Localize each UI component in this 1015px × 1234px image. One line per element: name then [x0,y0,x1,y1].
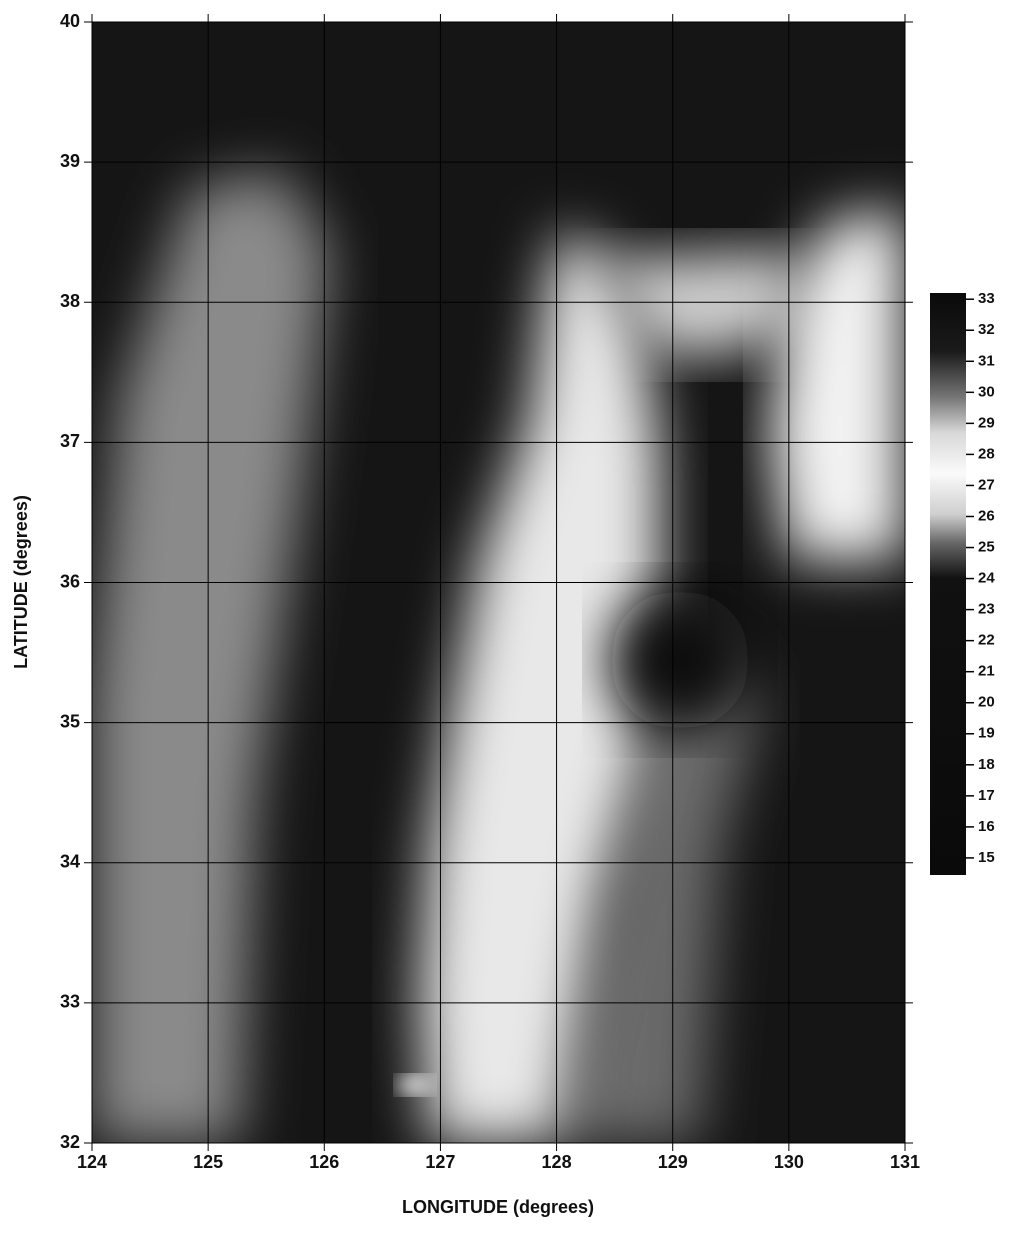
y-tick-label: 32 [60,1132,80,1152]
colorbar-tick-label: 33 [978,290,995,307]
x-tick-label: 131 [890,1152,920,1172]
x-tick-label: 127 [425,1152,455,1172]
y-tick-label: 39 [60,151,80,171]
y-tick-label: 38 [60,291,80,311]
colorbar-tick-label: 24 [978,570,995,587]
colorbar-tick-label: 16 [978,818,995,835]
colorbar-tick-label: 32 [978,321,995,338]
colorbar-tick-label: 15 [978,849,995,866]
colorbar [930,293,966,875]
y-tick-label: 40 [60,11,80,31]
colorbar-tick-label: 30 [978,383,995,400]
colorbar-tick-label: 22 [978,632,995,649]
x-tick-label: 125 [193,1152,223,1172]
colorbar-tick-label: 27 [978,476,995,493]
colorbar-tick-label: 23 [978,601,995,618]
colorbar-tick-label: 21 [978,663,995,680]
colorbar-tick-label: 18 [978,756,995,773]
x-tick-label: 130 [774,1152,804,1172]
y-tick-label: 37 [60,431,80,451]
y-tick-label: 33 [60,992,80,1012]
y-tick-label: 35 [60,711,80,731]
colorbar-tick-label: 29 [978,414,995,431]
chart: LONGITUDE (degrees) LATITUDE (degrees) 1… [0,0,1015,1229]
colorbar-tick-label: 26 [978,507,995,524]
y-tick-label: 34 [60,852,80,872]
x-tick-label: 126 [309,1152,339,1172]
x-tick-label: 129 [658,1152,688,1172]
colorbar-tick-label: 17 [978,787,995,804]
colorbar-tick-label: 20 [978,694,995,711]
colorbar-tick-label: 25 [978,538,995,555]
y-axis-label: LATITUDE (degrees) [11,495,31,669]
colorbar-tick-label: 28 [978,445,995,462]
x-tick-label: 128 [542,1152,572,1172]
colorbar-tick-label: 31 [978,352,995,369]
y-tick-label: 36 [60,571,80,591]
x-tick-label: 124 [77,1152,107,1172]
x-axis-label: LONGITUDE (degrees) [402,1197,594,1217]
colorbar-tick-label: 19 [978,725,995,742]
